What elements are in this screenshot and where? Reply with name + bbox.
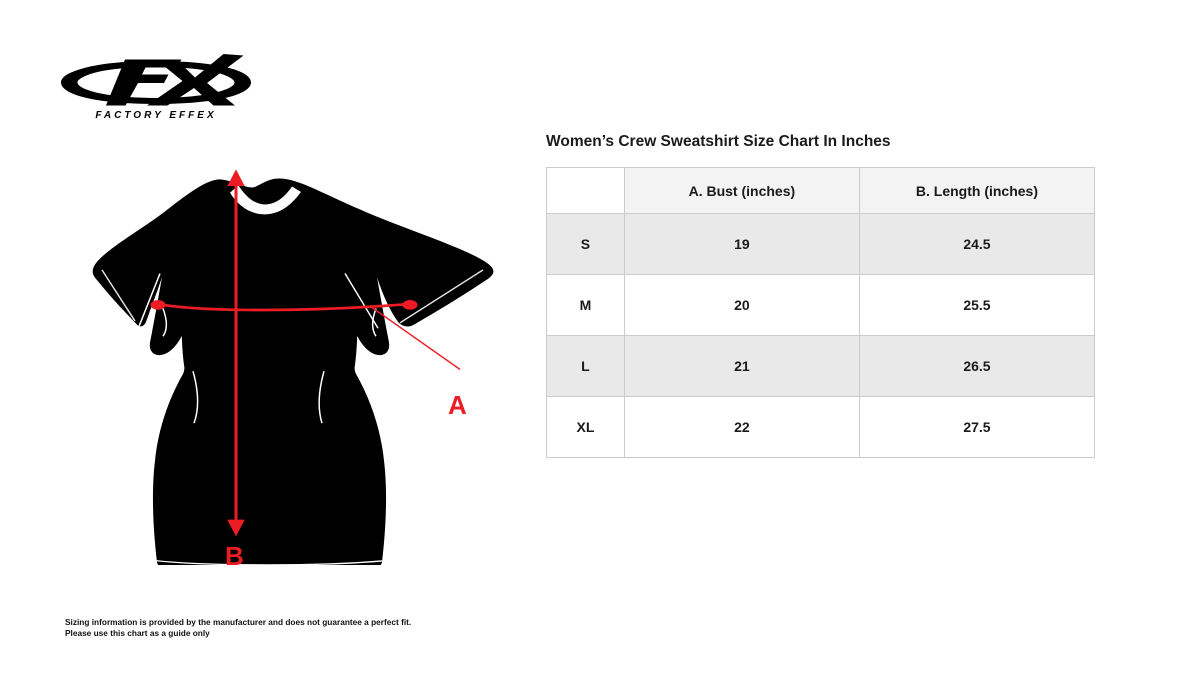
svg-text:A: A (448, 390, 467, 420)
svg-text:B: B (225, 541, 244, 565)
svg-text:FACTORY EFFEX: FACTORY EFFEX (95, 110, 216, 119)
